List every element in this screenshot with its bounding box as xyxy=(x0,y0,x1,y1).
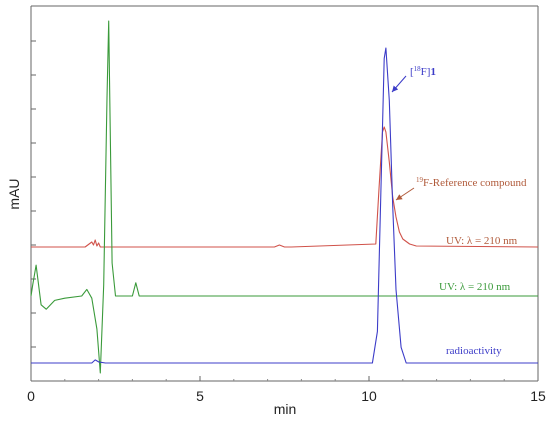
y-ticks xyxy=(31,40,36,348)
annotation-f18-name: 1 xyxy=(430,66,436,78)
x-tick-label-10: 10 xyxy=(361,388,377,404)
y-axis-label: mAU xyxy=(6,178,22,209)
series-layer xyxy=(30,20,539,374)
x-tick-label-5: 5 xyxy=(196,388,204,404)
annotation-uv-green: UV: λ = 210 nm xyxy=(439,281,511,293)
series-line-2 xyxy=(31,47,538,364)
x-ticks xyxy=(30,376,539,381)
annotation-f19-mass: 19 xyxy=(416,176,424,184)
annotation-f18-element: F xyxy=(421,66,427,78)
annotation-f18: [18F]1 xyxy=(410,65,436,78)
x-tick-label-0: 0 xyxy=(27,388,35,404)
arrow-f18 xyxy=(391,75,407,93)
series-line-1 xyxy=(30,20,538,374)
series-line-0 xyxy=(31,126,539,248)
annotations: [18F]1 19F-Reference compound UV: λ = 21… xyxy=(391,65,527,357)
x-tick-label-15: 15 xyxy=(530,388,546,404)
annotation-f19-text: F-Reference compound xyxy=(423,177,527,189)
x-tick-labels: 0 5 10 15 xyxy=(27,388,546,404)
x-axis-label: min xyxy=(274,401,297,417)
arrow-f19 xyxy=(395,187,415,201)
annotation-uv-red: UV: λ = 210 nm xyxy=(446,235,518,247)
annotation-f18-mass: 18 xyxy=(414,65,422,73)
plot-frame xyxy=(30,5,539,382)
annotation-f19: 19F-Reference compound xyxy=(416,176,527,189)
annotation-radioactivity: radioactivity xyxy=(446,345,502,357)
